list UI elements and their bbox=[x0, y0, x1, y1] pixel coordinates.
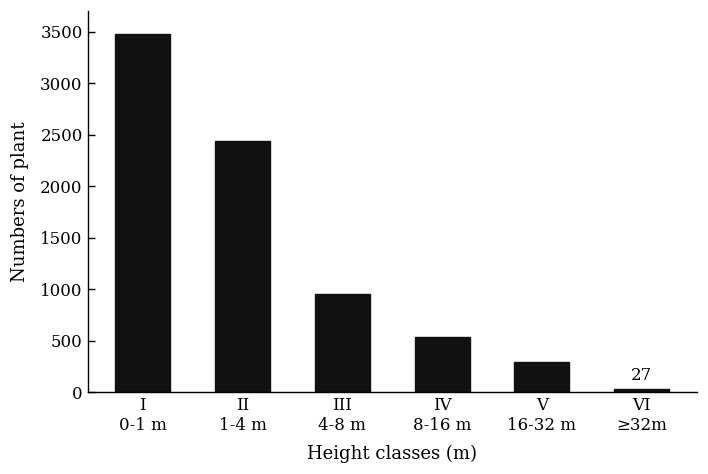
Bar bbox=[415, 337, 469, 392]
X-axis label: Height classes (m): Height classes (m) bbox=[307, 445, 477, 463]
Bar bbox=[515, 362, 569, 392]
Text: 27: 27 bbox=[631, 366, 652, 383]
Y-axis label: Numbers of plant: Numbers of plant bbox=[11, 121, 29, 282]
Bar bbox=[215, 141, 270, 392]
Bar bbox=[615, 389, 669, 392]
Bar bbox=[115, 34, 170, 392]
Bar bbox=[315, 294, 370, 392]
